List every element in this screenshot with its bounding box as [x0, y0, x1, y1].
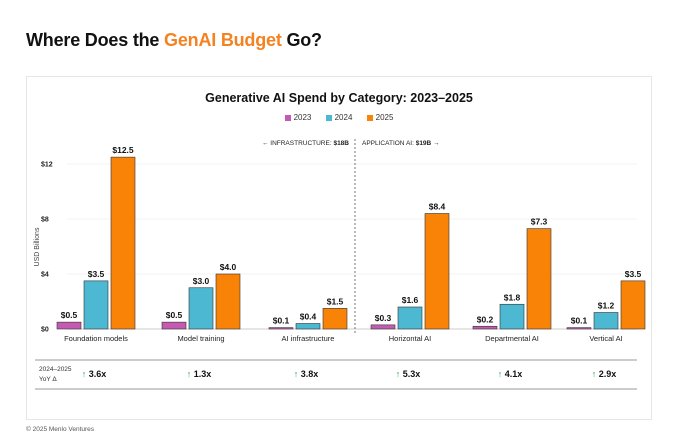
bar-2023-4: [472, 325, 498, 330]
chart-title: Generative AI Spend by Category: 2023–20…: [205, 91, 473, 105]
bar-value-label-2025-1: $4.0: [220, 262, 237, 272]
legend-swatch-2024: [325, 114, 332, 121]
bar-2024-5: [593, 312, 619, 330]
bar-value-label-2023-4: $0.2: [477, 314, 494, 324]
legend-swatch-2023: [284, 114, 291, 121]
yoy-value-5: ↑ 2.9x: [592, 369, 617, 379]
x-tick-label-2: AI infrastructure: [282, 334, 335, 343]
bar-2025-2: [322, 308, 348, 330]
bar-2024-1: [188, 287, 214, 330]
legend-swatch-2025: [366, 114, 373, 121]
legend-item-2024: 2024: [325, 113, 353, 122]
chart-legend: 2023 2024 2025: [27, 113, 651, 123]
x-tick-label-1: Model training: [177, 334, 224, 343]
bar-2023-3: [370, 324, 396, 330]
yoy-label-line2: YoY Δ: [39, 376, 57, 383]
bar-2025-0: [110, 156, 136, 330]
up-arrow-icon: ↑: [294, 369, 301, 379]
page-title-suffix: Go?: [281, 30, 322, 50]
yoy-multiplier: 3.8x: [301, 369, 319, 379]
bar-chart: $0 $4 $8 $12 USD Billions ← INFRASTRUCTURE: $…: [34, 139, 646, 390]
yoy-value-0: ↑ 3.6x: [82, 369, 107, 379]
x-tick-label-4: Departmental AI: [485, 334, 539, 343]
bar-value-label-2023-2: $0.1: [273, 316, 290, 326]
yoy-multiplier: 3.6x: [89, 369, 107, 379]
chart-panel: Generative AI Spend by Category: 2023–20…: [26, 76, 652, 420]
legend-item-2023: 2023: [284, 113, 312, 122]
copyright: © 2025 Menlo Ventures: [26, 426, 95, 433]
up-arrow-icon: ↑: [592, 369, 599, 379]
bar-2024-3: [397, 306, 423, 330]
yoy-value-3: ↑ 5.3x: [396, 369, 421, 379]
legend-label-2023: 2023: [293, 113, 312, 122]
yoy-label-line1: 2024–2025: [39, 366, 72, 373]
application-annotation: APPLICATION AI: $19B →: [362, 140, 440, 147]
page-title-prefix: Where Does the: [26, 30, 165, 50]
legend-label-2024: 2024: [334, 113, 353, 122]
y-axis-label: USD Billions: [34, 227, 41, 266]
bar-value-label-2025-2: $1.5: [327, 296, 344, 306]
legend-item-2025: 2025: [366, 113, 394, 122]
yoy-value-1: ↑ 1.3x: [187, 369, 212, 379]
bar-2023-0: [56, 321, 82, 330]
yoy-multiplier: 5.3x: [403, 369, 421, 379]
bar-2023-2: [268, 327, 294, 330]
y-tick-label-2: $8: [41, 217, 49, 224]
page-title: Where Does the GenAI Budget Go?: [26, 30, 322, 51]
bar-value-label-2023-3: $0.3: [375, 313, 392, 323]
bar-2025-5: [620, 280, 646, 330]
bar-value-label-2023-0: $0.5: [61, 310, 78, 320]
bar-value-label-2024-2: $0.4: [300, 312, 317, 322]
infrastructure-annotation-total: $18B: [333, 140, 349, 147]
bar-value-label-2024-0: $3.5: [88, 269, 105, 279]
yoy-value-2: ↑ 3.8x: [294, 369, 319, 379]
bar-value-label-2025-5: $3.5: [625, 269, 642, 279]
yoy-multiplier: 1.3x: [194, 369, 212, 379]
bar-2024-0: [83, 280, 109, 330]
bar-value-label-2024-4: $1.8: [504, 292, 521, 302]
x-tick-label-5: Vertical AI: [589, 334, 622, 343]
bar-2025-1: [215, 273, 241, 330]
bar-2024-4: [499, 303, 525, 330]
up-arrow-icon: ↑: [498, 369, 505, 379]
bar-value-label-2024-5: $1.2: [598, 301, 615, 311]
bar-value-label-2023-1: $0.5: [166, 310, 183, 320]
x-tick-label-0: Foundation models: [64, 334, 128, 343]
legend-label-2025: 2025: [375, 113, 394, 122]
application-annotation-label: APPLICATION AI:: [362, 140, 416, 147]
up-arrow-icon: ↑: [82, 369, 89, 379]
page-title-highlight: GenAI Budget: [164, 30, 282, 50]
up-arrow-icon: ↑: [187, 369, 194, 379]
bar-2024-2: [295, 323, 321, 330]
y-tick-label-1: $4: [41, 272, 49, 279]
bar-value-label-2024-1: $3.0: [193, 276, 210, 286]
bar-2023-5: [566, 327, 592, 330]
bar-2023-1: [161, 321, 187, 330]
yoy-multiplier: 2.9x: [599, 369, 617, 379]
bar-value-label-2023-5: $0.1: [571, 316, 588, 326]
bar-value-label-2025-0: $12.5: [112, 145, 134, 155]
y-tick-label-3: $12: [41, 162, 53, 169]
y-tick-label-0: $0: [41, 327, 49, 334]
x-tick-label-3: Horizontal AI: [389, 334, 432, 343]
up-arrow-icon: ↑: [396, 369, 403, 379]
yoy-value-4: ↑ 4.1x: [498, 369, 523, 379]
bar-value-label-2024-3: $1.6: [402, 295, 419, 305]
application-annotation-arrow: →: [431, 140, 439, 147]
application-annotation-total: $19B: [416, 140, 432, 147]
infrastructure-annotation: ← INFRASTRUCTURE: $18B: [262, 140, 349, 147]
infrastructure-annotation-label: ← INFRASTRUCTURE:: [262, 140, 334, 147]
bar-value-label-2025-4: $7.3: [531, 217, 548, 227]
bar-2025-3: [424, 213, 450, 330]
bar-value-label-2025-3: $8.4: [429, 202, 446, 212]
yoy-multiplier: 4.1x: [505, 369, 523, 379]
bar-2025-4: [526, 228, 552, 330]
